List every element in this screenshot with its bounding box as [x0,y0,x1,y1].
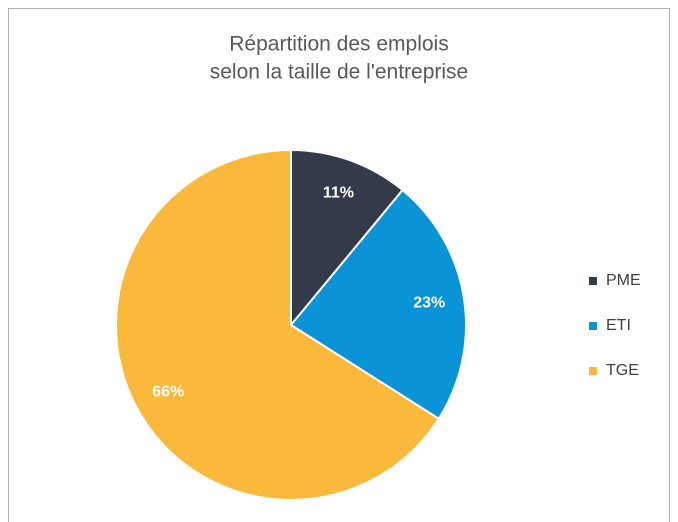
data-label: 66% [152,384,184,401]
chart-title: Répartition des emplois [229,33,448,56]
pie-slice [115,148,441,501]
data-label: 23% [413,294,445,311]
legend-label: ETI [606,317,631,334]
chart-title: selon la taille de l'entreprise [210,61,469,84]
pie-slice [289,188,467,421]
pie-slice [290,148,404,328]
legend-label: TGE [606,362,639,379]
legend-swatch [589,322,597,330]
legend-label: PME [606,272,641,289]
data-label: 11% [323,184,354,201]
legend-swatch [589,277,597,285]
legend-swatch [589,367,597,375]
